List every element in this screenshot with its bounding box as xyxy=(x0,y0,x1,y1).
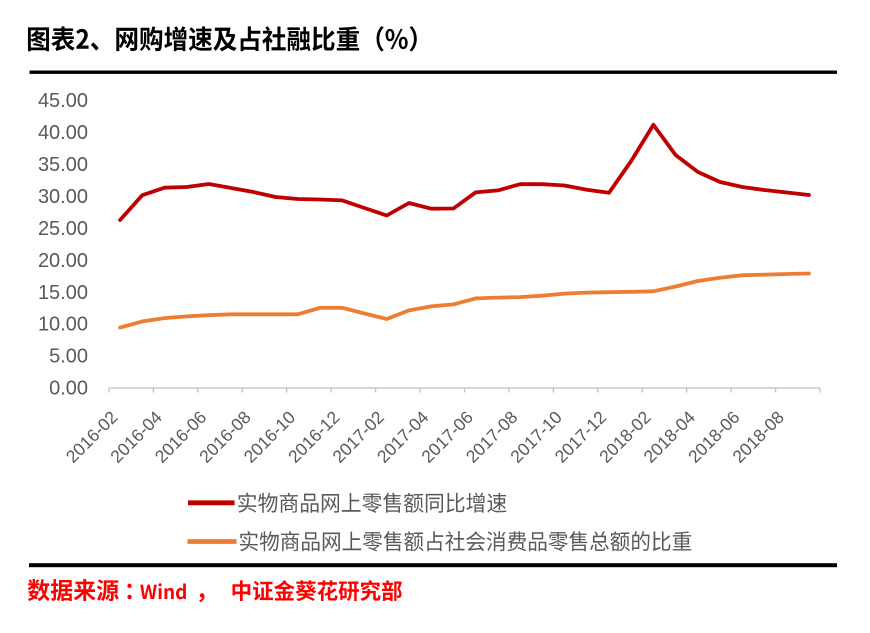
svg-text:0.00: 0.00 xyxy=(49,378,88,400)
svg-text:35.00: 35.00 xyxy=(38,154,88,176)
svg-text:40.00: 40.00 xyxy=(38,122,88,144)
svg-text:20.00: 20.00 xyxy=(38,250,88,272)
svg-text:10.00: 10.00 xyxy=(38,314,88,336)
svg-text:25.00: 25.00 xyxy=(38,218,88,240)
svg-text:45.00: 45.00 xyxy=(38,90,88,112)
svg-text:5.00: 5.00 xyxy=(49,346,88,368)
svg-text:30.00: 30.00 xyxy=(38,186,88,208)
svg-text:15.00: 15.00 xyxy=(38,282,88,304)
